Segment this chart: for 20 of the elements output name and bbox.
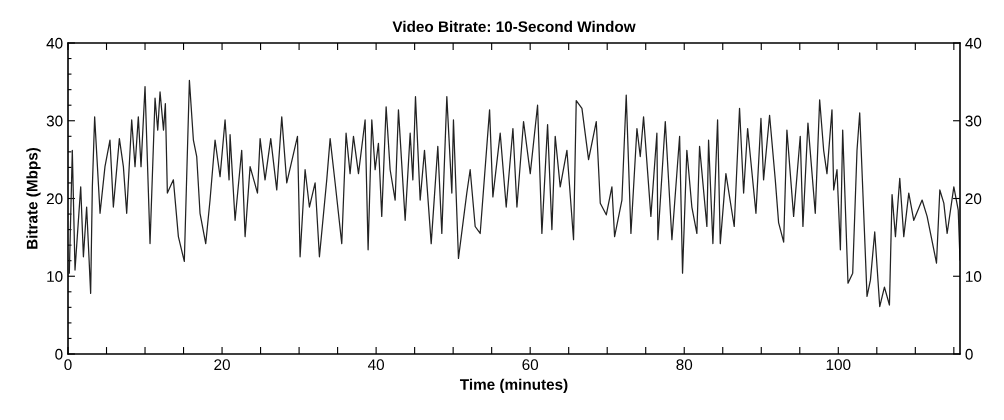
y-tick-label: 30 <box>46 115 63 127</box>
x-tick-label: 40 <box>367 359 385 371</box>
y2-tick-label: 0 <box>965 348 973 360</box>
y2-tick-label: 20 <box>965 193 982 205</box>
y-tick-label: 20 <box>46 193 63 205</box>
y2-tick-label: 30 <box>965 115 982 127</box>
chart-title: Video Bitrate: 10-Second Window <box>392 20 636 33</box>
x-tick-label: 80 <box>676 359 693 371</box>
y-tick-label: 10 <box>47 271 63 282</box>
x-tick-label: 20 <box>214 359 230 371</box>
x-axis-title: Time (minutes) <box>459 378 568 393</box>
y-axis-title: Bitrate (Mbps) <box>26 147 41 249</box>
x-tick-label: 100 <box>826 359 851 371</box>
x-tick-label: 60 <box>522 359 539 371</box>
y-tick-label: 0 <box>55 348 63 360</box>
y2-tick-label: 40 <box>965 37 982 49</box>
x-tick-label: 0 <box>64 359 72 371</box>
y2-tick-label: 10 <box>966 271 982 282</box>
line-series <box>68 79 960 308</box>
y-tick-label: 40 <box>46 37 63 49</box>
